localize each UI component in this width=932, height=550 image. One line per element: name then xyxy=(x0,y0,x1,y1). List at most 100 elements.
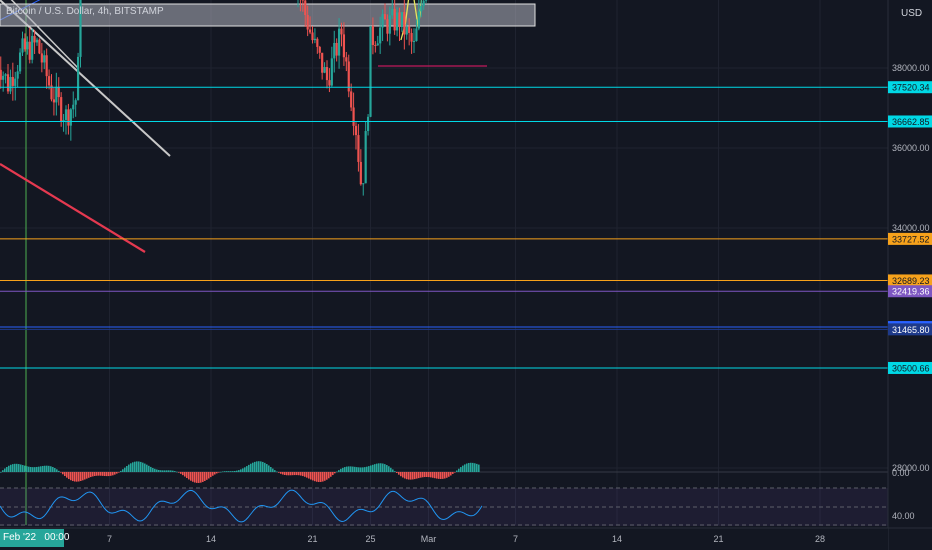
momentum-bar xyxy=(338,470,340,472)
momentum-bar xyxy=(38,466,40,472)
momentum-bar xyxy=(410,472,412,480)
white-trend-line-2 xyxy=(10,0,79,69)
candle-body xyxy=(9,76,12,92)
candle-body xyxy=(40,53,43,63)
currency-label[interactable]: USD xyxy=(901,8,923,19)
candle-body xyxy=(347,61,350,92)
momentum-bar xyxy=(44,465,46,472)
time-tick-label: 21 xyxy=(713,534,723,544)
momentum-bar xyxy=(230,471,232,472)
momentum-bar xyxy=(86,472,88,479)
momentum-bar xyxy=(54,468,56,472)
momentum-bar xyxy=(30,466,32,472)
momentum-bar xyxy=(250,463,252,472)
momentum-bar xyxy=(14,463,16,472)
momentum-bar xyxy=(154,468,156,472)
momentum-bar xyxy=(364,467,366,472)
momentum-bar xyxy=(180,472,182,474)
momentum-bar xyxy=(66,472,68,478)
momentum-bar xyxy=(282,472,284,475)
momentum-bar xyxy=(464,464,466,472)
momentum-bar xyxy=(88,472,90,478)
momentum-bar xyxy=(468,462,470,472)
candle-body xyxy=(311,32,314,41)
momentum-bar xyxy=(198,472,200,483)
momentum-bar xyxy=(294,472,296,476)
momentum-bar xyxy=(34,467,36,472)
candle-body xyxy=(386,19,389,34)
candle-body xyxy=(306,14,309,30)
momentum-bar xyxy=(334,472,336,474)
momentum-bar xyxy=(350,466,352,472)
momentum-bar xyxy=(418,472,420,479)
momentum-bar xyxy=(292,472,294,476)
momentum-bar xyxy=(20,464,22,472)
time-axis[interactable]: 7 14 21 25 Mar 7 14 21 28 xyxy=(0,527,932,550)
momentum-bar xyxy=(96,472,98,476)
momentum-bar xyxy=(384,464,386,472)
momentum-bar xyxy=(278,472,280,473)
time-tick-label: 28 xyxy=(815,534,825,544)
momentum-bar xyxy=(440,472,442,479)
momentum-bar xyxy=(462,465,464,472)
candle-body xyxy=(345,57,348,62)
candle-body xyxy=(23,38,27,50)
momentum-bar xyxy=(470,462,472,472)
momentum-bar xyxy=(442,472,444,479)
candle-body xyxy=(52,99,56,103)
momentum-bar xyxy=(18,464,20,472)
momentum-bar xyxy=(310,472,312,480)
momentum-bar xyxy=(376,463,378,472)
momentum-bar xyxy=(204,472,206,482)
momentum-bar xyxy=(84,472,86,480)
momentum-bar xyxy=(438,472,440,479)
momentum-bar xyxy=(224,471,226,472)
price-tick-label: 38000.00 xyxy=(892,63,930,73)
candle-body xyxy=(50,85,53,100)
momentum-bar xyxy=(354,466,356,472)
momentum-bar xyxy=(116,472,118,474)
momentum-bar xyxy=(298,472,300,476)
oscillator-panel xyxy=(0,487,888,526)
price-tick-label: 34000.00 xyxy=(892,223,930,233)
price-level-label: 31465.80 xyxy=(892,325,930,335)
candle-body xyxy=(383,14,387,20)
momentum-bar xyxy=(126,466,128,472)
momentum-bar xyxy=(360,467,362,472)
time-tick-label: 14 xyxy=(612,534,622,544)
momentum-bar xyxy=(228,471,230,472)
momentum-bar xyxy=(110,472,112,476)
momentum-bar xyxy=(4,468,6,472)
candle-body xyxy=(362,183,365,185)
momentum-bar xyxy=(342,467,344,472)
candle-body xyxy=(398,12,401,28)
momentum-bar xyxy=(78,472,80,482)
oscillator-line xyxy=(0,489,483,523)
horizontal-levels xyxy=(0,86,888,369)
momentum-bar xyxy=(322,472,324,482)
price-level-label: 33727.52 xyxy=(892,234,930,244)
momentum-bar xyxy=(58,470,60,472)
momentum-bar xyxy=(472,462,474,472)
candle-body xyxy=(28,41,31,60)
candle-body xyxy=(350,91,353,108)
momentum-bar xyxy=(358,467,360,472)
momentum-bar xyxy=(16,463,18,472)
candle-body xyxy=(395,12,399,31)
momentum-bar xyxy=(36,466,38,472)
momentum-bar xyxy=(238,470,240,472)
momentum-bar xyxy=(432,472,434,478)
momentum-bar xyxy=(424,472,426,478)
momentum-bar xyxy=(268,465,270,472)
candle-body xyxy=(405,26,408,35)
momentum-bar xyxy=(270,467,272,472)
momentum-bar xyxy=(248,464,250,472)
momentum-bar xyxy=(214,472,216,475)
momentum-bar xyxy=(200,472,202,483)
momentum-bar xyxy=(428,472,430,478)
momentum-bar xyxy=(372,464,374,472)
momentum-bar xyxy=(118,472,120,473)
momentum-bar xyxy=(32,467,34,472)
